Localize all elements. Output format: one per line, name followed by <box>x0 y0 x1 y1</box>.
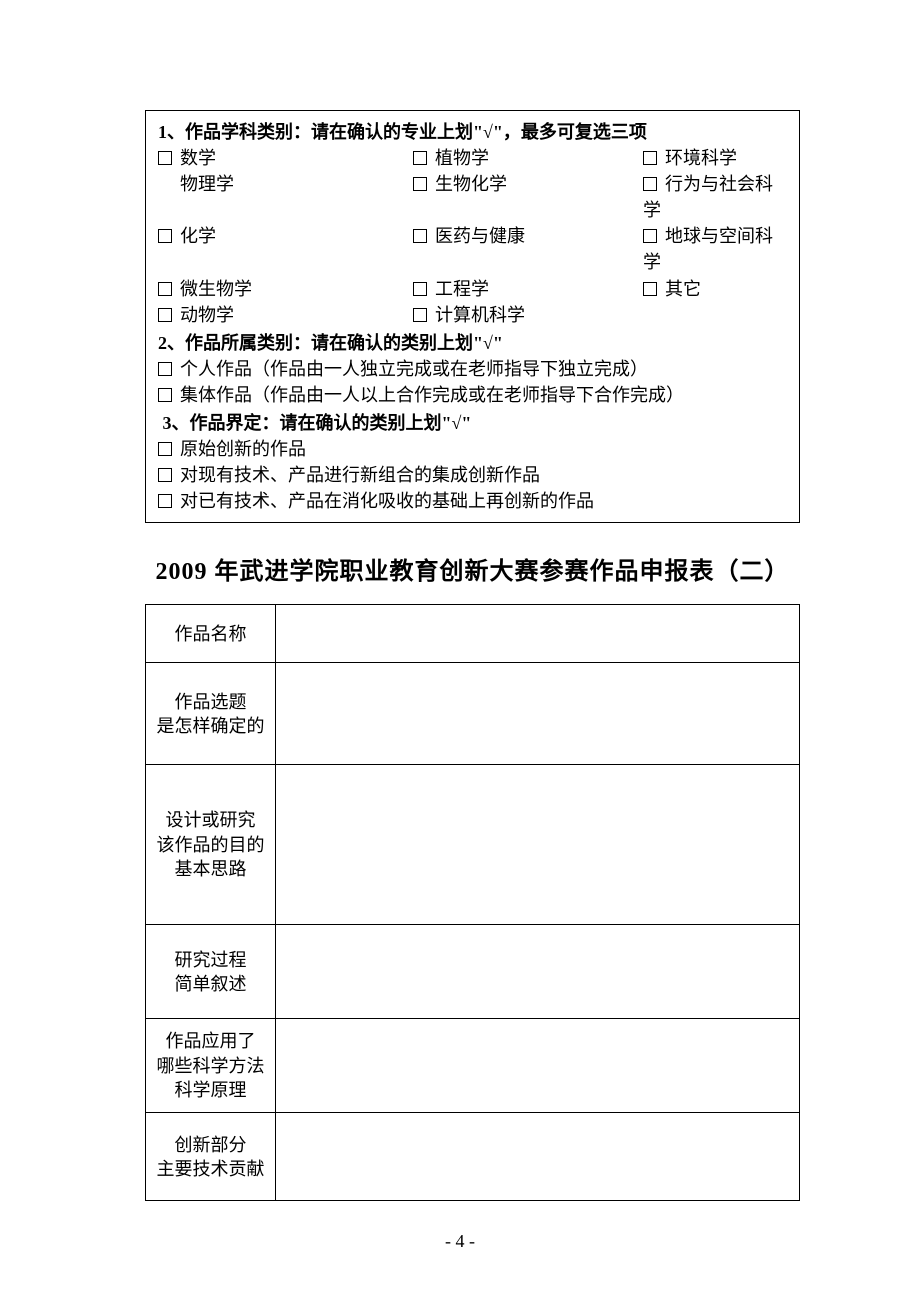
subject-cell: 其它 <box>643 276 787 302</box>
subject-label: 地球与空间科学 <box>643 226 773 272</box>
checkbox-line: 个人作品（作品由一人独立完成或在老师指导下独立完成） <box>158 356 787 382</box>
subject-label: 环境科学 <box>665 148 737 168</box>
subject-cell: 行为与社会科学 <box>643 171 787 223</box>
checkbox[interactable] <box>158 308 172 322</box>
subject-cell: 计算机科学 <box>413 302 643 328</box>
checkbox[interactable] <box>158 388 172 402</box>
row-value[interactable] <box>276 925 800 1019</box>
checkbox[interactable] <box>643 229 657 243</box>
row-label: 作品选题是怎样确定的 <box>146 663 276 765</box>
subject-label: 动物学 <box>180 305 234 325</box>
subject-label: 行为与社会科学 <box>643 174 773 220</box>
checkbox[interactable] <box>413 308 427 322</box>
subject-cell: 植物学 <box>413 145 643 171</box>
option-label: 个人作品（作品由一人独立完成或在老师指导下独立完成） <box>180 359 648 379</box>
checkbox-line: 对已有技术、产品在消化吸收的基础上再创新的作品 <box>158 488 787 514</box>
checkbox[interactable] <box>643 282 657 296</box>
subject-row: 化学 医药与健康 地球与空间科学 <box>158 223 787 275</box>
subject-cell <box>643 302 787 328</box>
subject-label: 物理学 <box>180 174 234 194</box>
subject-cell: 环境科学 <box>643 145 787 171</box>
subject-label: 医药与健康 <box>435 226 525 246</box>
row-value[interactable] <box>276 663 800 765</box>
subject-cell: 地球与空间科学 <box>643 223 787 275</box>
subject-label: 植物学 <box>435 148 489 168</box>
table-row: 作品选题是怎样确定的 <box>146 663 800 765</box>
row-value[interactable] <box>276 1113 800 1201</box>
table-row: 作品名称 <box>146 605 800 663</box>
row-label: 作品名称 <box>146 605 276 663</box>
subject-cell: 动物学 <box>158 302 413 328</box>
checkbox[interactable] <box>413 282 427 296</box>
row-label: 创新部分主要技术贡献 <box>146 1113 276 1201</box>
row-value[interactable] <box>276 1019 800 1113</box>
table-row: 创新部分主要技术贡献 <box>146 1113 800 1201</box>
row-value[interactable] <box>276 765 800 925</box>
option-label: 集体作品（作品由一人以上合作完成或在老师指导下合作完成） <box>180 385 684 405</box>
row-value[interactable] <box>276 605 800 663</box>
subject-label: 其它 <box>665 279 701 299</box>
table-row: 作品应用了哪些科学方法科学原理 <box>146 1019 800 1113</box>
subject-cell: 微生物学 <box>158 276 413 302</box>
page-number: - 4 - <box>0 1231 920 1252</box>
table-row: 研究过程简单叙述 <box>146 925 800 1019</box>
row-label: 设计或研究该作品的目的基本思路 <box>146 765 276 925</box>
checkbox[interactable] <box>413 229 427 243</box>
subject-cell: 生物化学 <box>413 171 643 223</box>
row-label: 研究过程简单叙述 <box>146 925 276 1019</box>
subject-row: 微生物学 工程学 其它 <box>158 276 787 302</box>
ownership-list: 个人作品（作品由一人独立完成或在老师指导下独立完成） 集体作品（作品由一人以上合作… <box>158 356 787 408</box>
checkbox-line: 原始创新的作品 <box>158 436 787 462</box>
checkbox[interactable] <box>413 151 427 165</box>
checkbox[interactable] <box>643 151 657 165</box>
subject-grid: 数学 植物学 环境科学物理学 生物化学 行为与社会科学化学 医药与健康 地球与空间科学微生物… <box>158 145 787 328</box>
subject-label: 工程学 <box>435 279 489 299</box>
subject-row: 数学 植物学 环境科学 <box>158 145 787 171</box>
checkbox[interactable] <box>158 282 172 296</box>
form2-title: 2009 年武进学院职业教育创新大赛参赛作品申报表（二） <box>145 551 800 586</box>
subject-label: 化学 <box>180 226 216 246</box>
category-box: 1、作品学科类别：请在确认的专业上划"√"，最多可复选三项 数学 植物学 环境科学物… <box>145 110 800 523</box>
subject-label: 计算机科学 <box>435 305 525 325</box>
checkbox-line: 对现有技术、产品进行新组合的集成创新作品 <box>158 462 787 488</box>
table-row: 设计或研究该作品的目的基本思路 <box>146 765 800 925</box>
subject-label: 数学 <box>180 148 216 168</box>
subject-label: 微生物学 <box>180 279 252 299</box>
subject-cell: 医药与健康 <box>413 223 643 275</box>
checkbox[interactable] <box>158 468 172 482</box>
checkbox[interactable] <box>158 442 172 456</box>
checkbox[interactable] <box>158 151 172 165</box>
checkbox-line: 集体作品（作品由一人以上合作完成或在老师指导下合作完成） <box>158 382 787 408</box>
subject-row: 物理学 生物化学 行为与社会科学 <box>158 171 787 223</box>
checkbox <box>158 176 172 190</box>
section2-heading: 2、作品所属类别：请在确认的类别上划"√" <box>158 330 787 356</box>
subject-row: 动物学 计算机科学 <box>158 302 787 328</box>
option-label: 对已有技术、产品在消化吸收的基础上再创新的作品 <box>180 491 594 511</box>
subject-cell: 物理学 <box>158 171 413 223</box>
subject-cell: 工程学 <box>413 276 643 302</box>
option-label: 对现有技术、产品进行新组合的集成创新作品 <box>180 465 540 485</box>
checkbox[interactable] <box>643 177 657 191</box>
section3-heading: 3、作品界定：请在确认的类别上划"√" <box>158 410 787 436</box>
checkbox[interactable] <box>158 362 172 376</box>
row-label: 作品应用了哪些科学方法科学原理 <box>146 1019 276 1113</box>
definition-list: 原始创新的作品对现有技术、产品进行新组合的集成创新作品对已有技术、产品在消化吸收… <box>158 436 787 514</box>
checkbox[interactable] <box>413 177 427 191</box>
section1-heading: 1、作品学科类别：请在确认的专业上划"√"，最多可复选三项 <box>158 119 787 145</box>
subject-cell: 数学 <box>158 145 413 171</box>
checkbox[interactable] <box>158 229 172 243</box>
subject-cell: 化学 <box>158 223 413 275</box>
subject-label: 生物化学 <box>435 174 507 194</box>
checkbox[interactable] <box>158 494 172 508</box>
form2-table: 作品名称作品选题是怎样确定的设计或研究该作品的目的基本思路研究过程简单叙述作品应… <box>145 604 800 1201</box>
option-label: 原始创新的作品 <box>180 439 306 459</box>
